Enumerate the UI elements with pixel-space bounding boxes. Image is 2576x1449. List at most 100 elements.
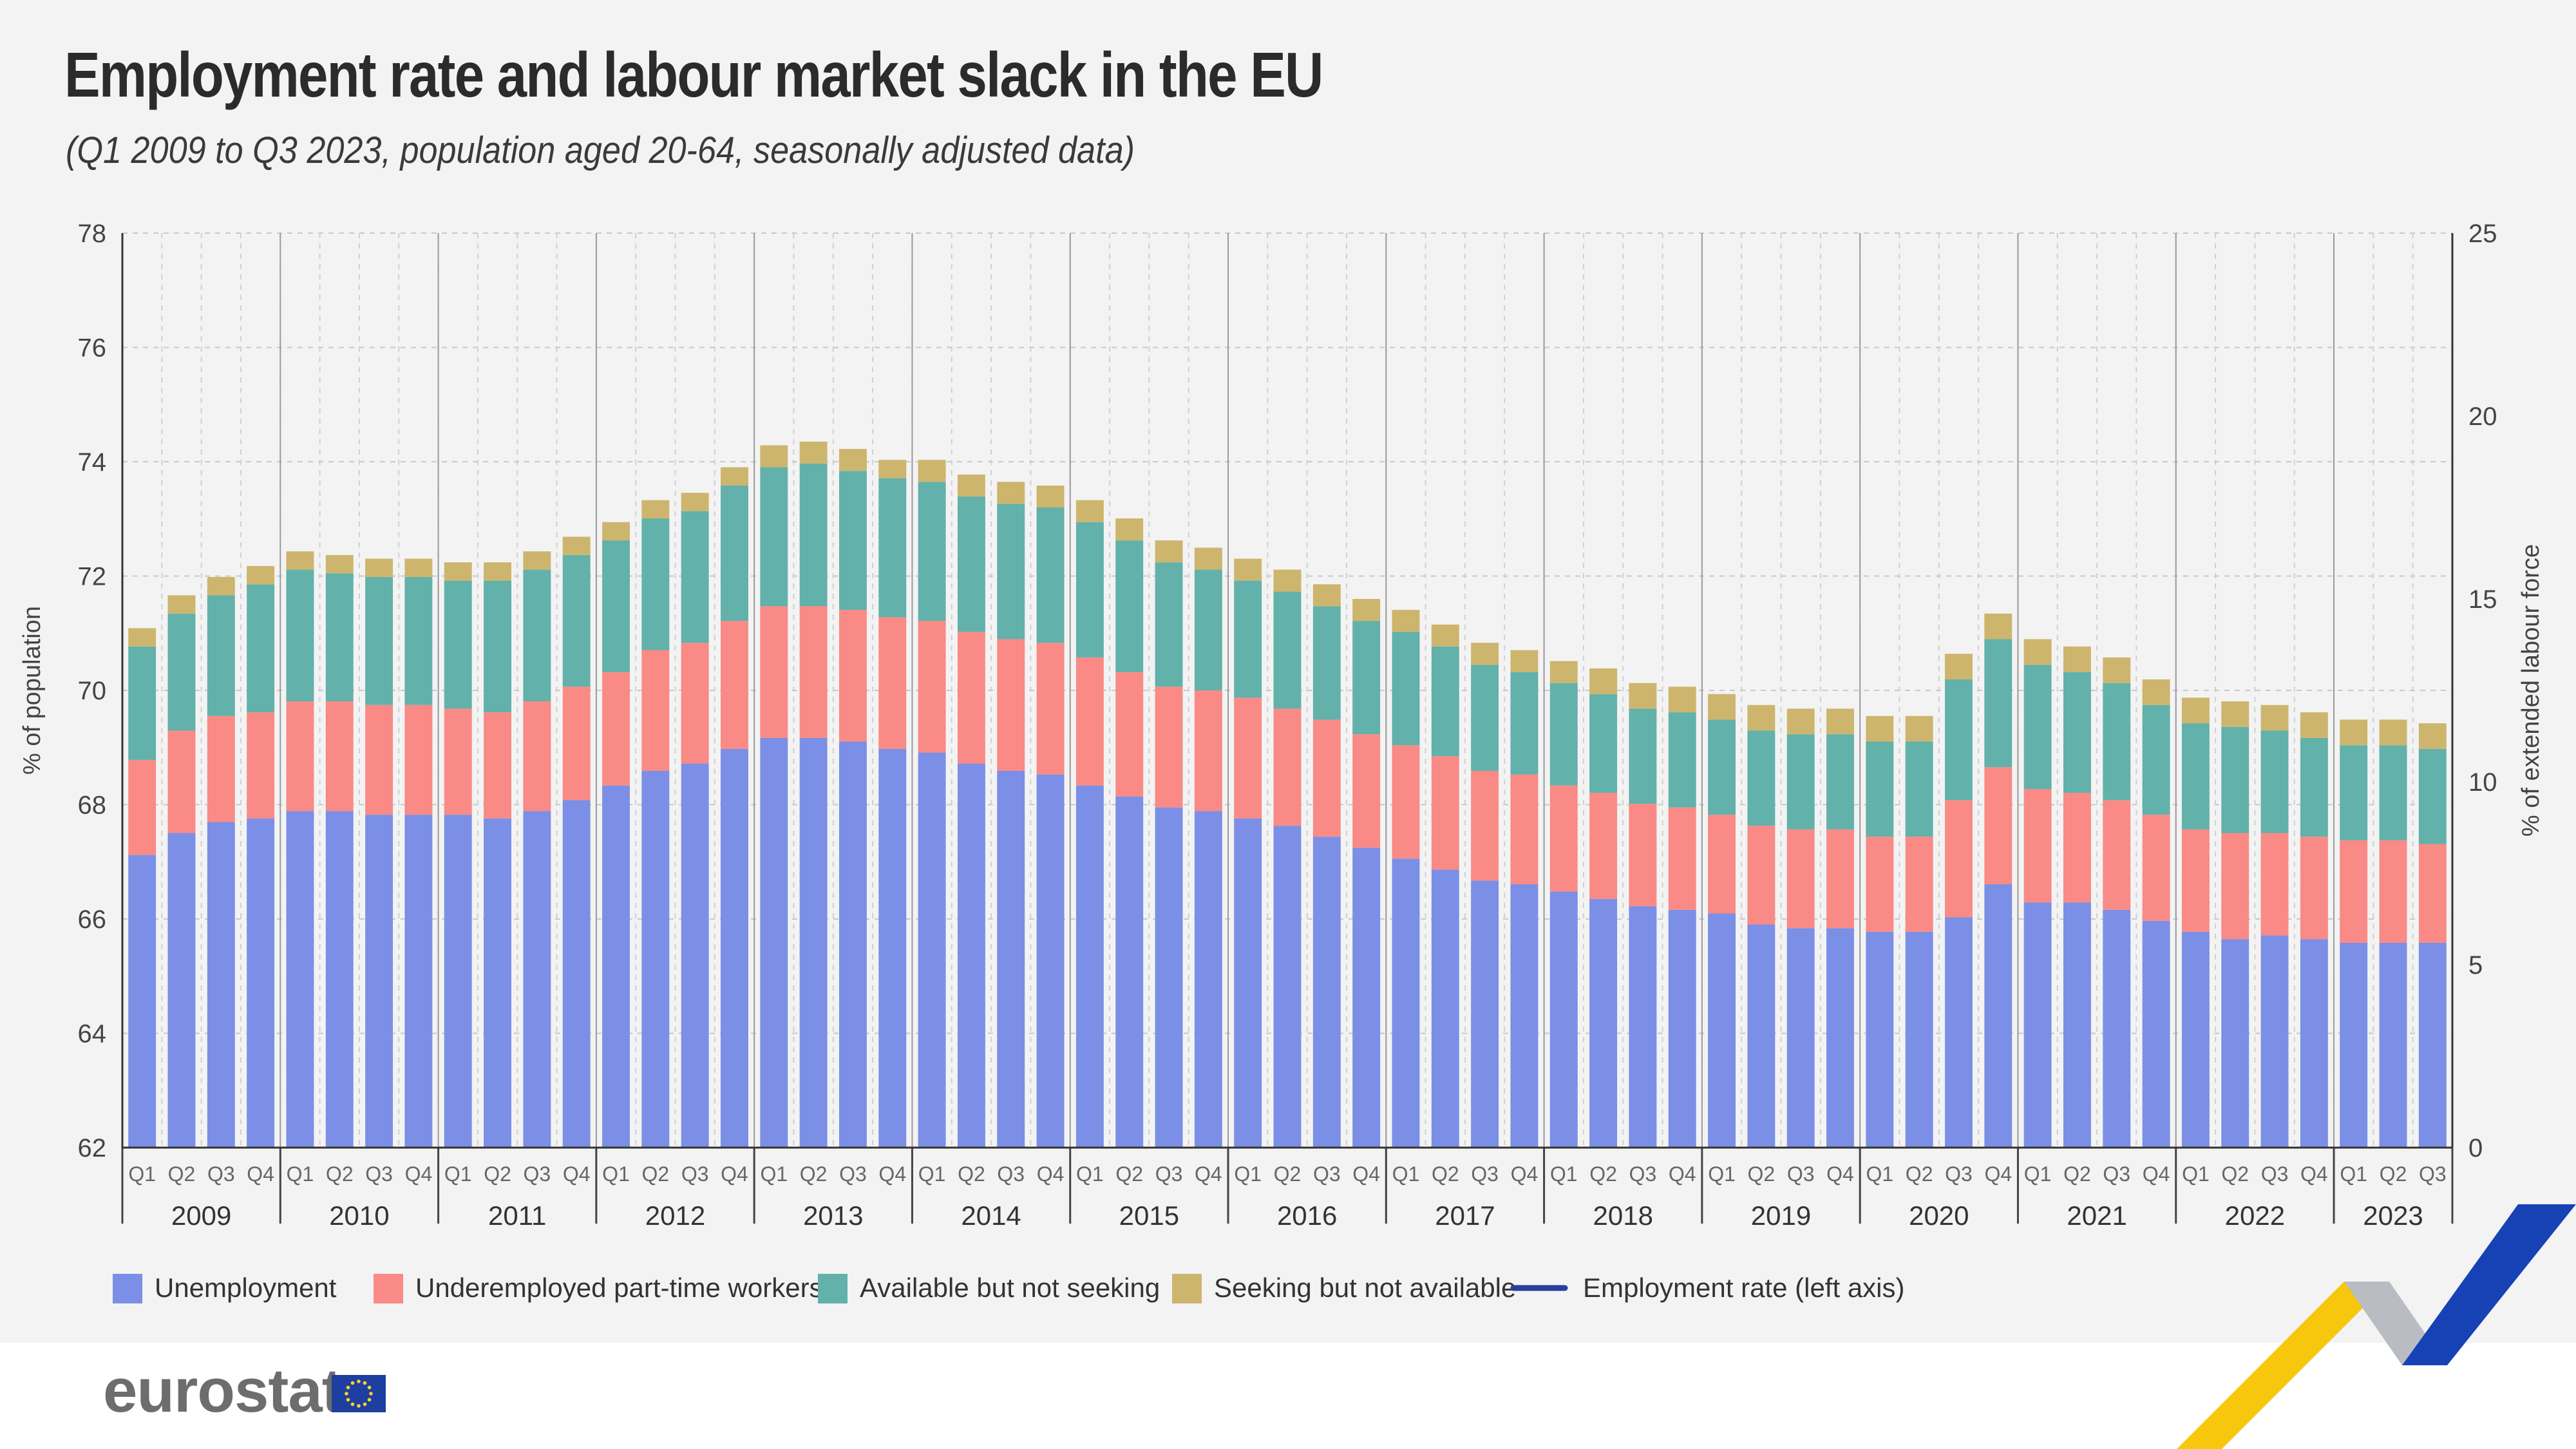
- bar-unemployment: [1392, 858, 1420, 1148]
- bar-underemployed: [2063, 793, 2091, 903]
- bar-available-not-seeking: [2260, 730, 2289, 833]
- bar-unemployment: [1866, 931, 1894, 1148]
- bar-underemployed: [2379, 840, 2407, 943]
- bar-available-not-seeking: [128, 646, 156, 760]
- bar-available-not-seeking: [207, 595, 235, 716]
- bar-available-not-seeking: [2142, 705, 2170, 815]
- bar-available-not-seeking: [1312, 606, 1341, 720]
- bar-unemployment: [602, 785, 630, 1148]
- bar-underemployed: [957, 632, 985, 764]
- bar-seeking-not-available: [2418, 723, 2447, 749]
- bar-available-not-seeking: [444, 580, 472, 709]
- quarter-tick-label: Q3: [365, 1162, 393, 1186]
- bar-seeking-not-available: [444, 562, 472, 581]
- bar-available-not-seeking: [2340, 745, 2368, 840]
- bar-available-not-seeking: [997, 504, 1025, 639]
- bar-unemployment: [1984, 884, 2012, 1148]
- bar-underemployed: [1786, 829, 1815, 929]
- bar-unemployment: [2300, 939, 2328, 1148]
- bar-unemployment: [1155, 807, 1183, 1148]
- bar-underemployed: [681, 643, 709, 764]
- bar-seeking-not-available: [1352, 599, 1381, 621]
- bar-available-not-seeking: [1273, 591, 1302, 709]
- bar-available-not-seeking: [641, 518, 670, 650]
- bar-seeking-not-available: [1273, 569, 1302, 592]
- bar-underemployed: [325, 701, 354, 811]
- flag-star: [357, 1379, 361, 1383]
- quarter-tick-label: Q1: [128, 1162, 156, 1186]
- bar-seeking-not-available: [325, 554, 354, 574]
- quarter-tick-label: Q4: [247, 1162, 274, 1186]
- bar-seeking-not-available: [1668, 687, 1696, 713]
- quarter-tick-label: Q3: [1787, 1162, 1815, 1186]
- bar-underemployed: [404, 705, 433, 815]
- quarter-tick-label: Q4: [1984, 1162, 2012, 1186]
- bar-available-not-seeking: [918, 482, 946, 621]
- bar-seeking-not-available: [207, 576, 235, 596]
- y-left-tick-label: 74: [78, 448, 107, 477]
- y-left-tick-label: 72: [78, 563, 107, 591]
- bar-available-not-seeking: [2379, 745, 2407, 840]
- bar-unemployment: [1826, 928, 1854, 1148]
- bar-underemployed: [1075, 657, 1104, 786]
- quarter-tick-label: Q1: [918, 1162, 946, 1186]
- quarter-tick-label: Q3: [1155, 1162, 1183, 1186]
- bar-available-not-seeking: [681, 511, 709, 643]
- bar-unemployment: [838, 741, 867, 1148]
- flag-star: [345, 1392, 348, 1396]
- quarter-tick-label: Q3: [524, 1162, 551, 1186]
- y-right-tick-label: 0: [2468, 1134, 2483, 1162]
- quarter-tick-label: Q2: [326, 1162, 354, 1186]
- quarter-tick-label: Q3: [2103, 1162, 2130, 1186]
- bar-available-not-seeking: [2418, 748, 2447, 844]
- bar-unemployment: [1708, 913, 1736, 1148]
- quarter-tick-label: Q2: [484, 1162, 511, 1186]
- bar-unemployment: [760, 737, 788, 1148]
- bar-underemployed: [2181, 829, 2210, 932]
- bar-seeking-not-available: [721, 467, 748, 486]
- quarter-tick-label: Q1: [1708, 1162, 1736, 1186]
- quarter-tick-label: Q2: [2221, 1162, 2249, 1186]
- quarter-tick-label: Q2: [168, 1162, 196, 1186]
- bar-unemployment: [641, 770, 670, 1148]
- quarter-tick-label: Q1: [1866, 1162, 1893, 1186]
- bar-seeking-not-available: [1155, 540, 1183, 563]
- bar-underemployed: [838, 610, 867, 742]
- bar-unemployment: [207, 822, 235, 1148]
- quarter-tick-label: Q3: [1945, 1162, 1973, 1186]
- quarter-tick-label: Q3: [2419, 1162, 2447, 1186]
- bar-underemployed: [1234, 697, 1262, 819]
- bar-underemployed: [918, 621, 946, 753]
- bar-unemployment: [247, 818, 275, 1148]
- quarter-tick-label: Q1: [2340, 1162, 2367, 1186]
- bar-available-not-seeking: [2103, 683, 2131, 800]
- bar-unemployment: [1786, 928, 1815, 1148]
- bar-unemployment: [799, 737, 828, 1148]
- legend-unemployment-swatch: [113, 1274, 142, 1303]
- bar-seeking-not-available: [681, 493, 709, 511]
- bar-available-not-seeking: [1747, 730, 1776, 826]
- bar-underemployed: [1708, 815, 1736, 914]
- year-label: 2011: [488, 1200, 546, 1231]
- year-label: 2016: [1277, 1200, 1337, 1231]
- bar-seeking-not-available: [1392, 610, 1420, 632]
- bar-seeking-not-available: [1866, 715, 1894, 742]
- bar-available-not-seeking: [1984, 639, 2012, 768]
- bar-seeking-not-available: [562, 536, 591, 555]
- stacked-bar-line-chart: 62 64 66 68 70 72 74 76 78 0 5 10 15 20 25 Q1 Q2 Q3 Q4 Q1 Q2…: [19, 220, 2544, 1303]
- flag-star: [350, 1381, 355, 1385]
- flag-star: [357, 1404, 361, 1408]
- bar-underemployed: [2221, 833, 2249, 940]
- quarter-tick-label: Q2: [958, 1162, 985, 1186]
- quarter-tick-label: Q1: [1392, 1162, 1420, 1186]
- bar-available-not-seeking: [957, 496, 985, 632]
- quarter-tick-label: Q1: [2024, 1162, 2052, 1186]
- y-left-axis-title: % of population: [19, 606, 46, 775]
- bar-unemployment: [2340, 942, 2368, 1148]
- bar-seeking-not-available: [2142, 679, 2170, 705]
- bar-unemployment: [1945, 917, 1973, 1148]
- bar-seeking-not-available: [1431, 624, 1459, 647]
- bar-available-not-seeking: [1471, 665, 1499, 771]
- bar-available-not-seeking: [1866, 741, 1894, 837]
- year-label: 2017: [1435, 1200, 1495, 1231]
